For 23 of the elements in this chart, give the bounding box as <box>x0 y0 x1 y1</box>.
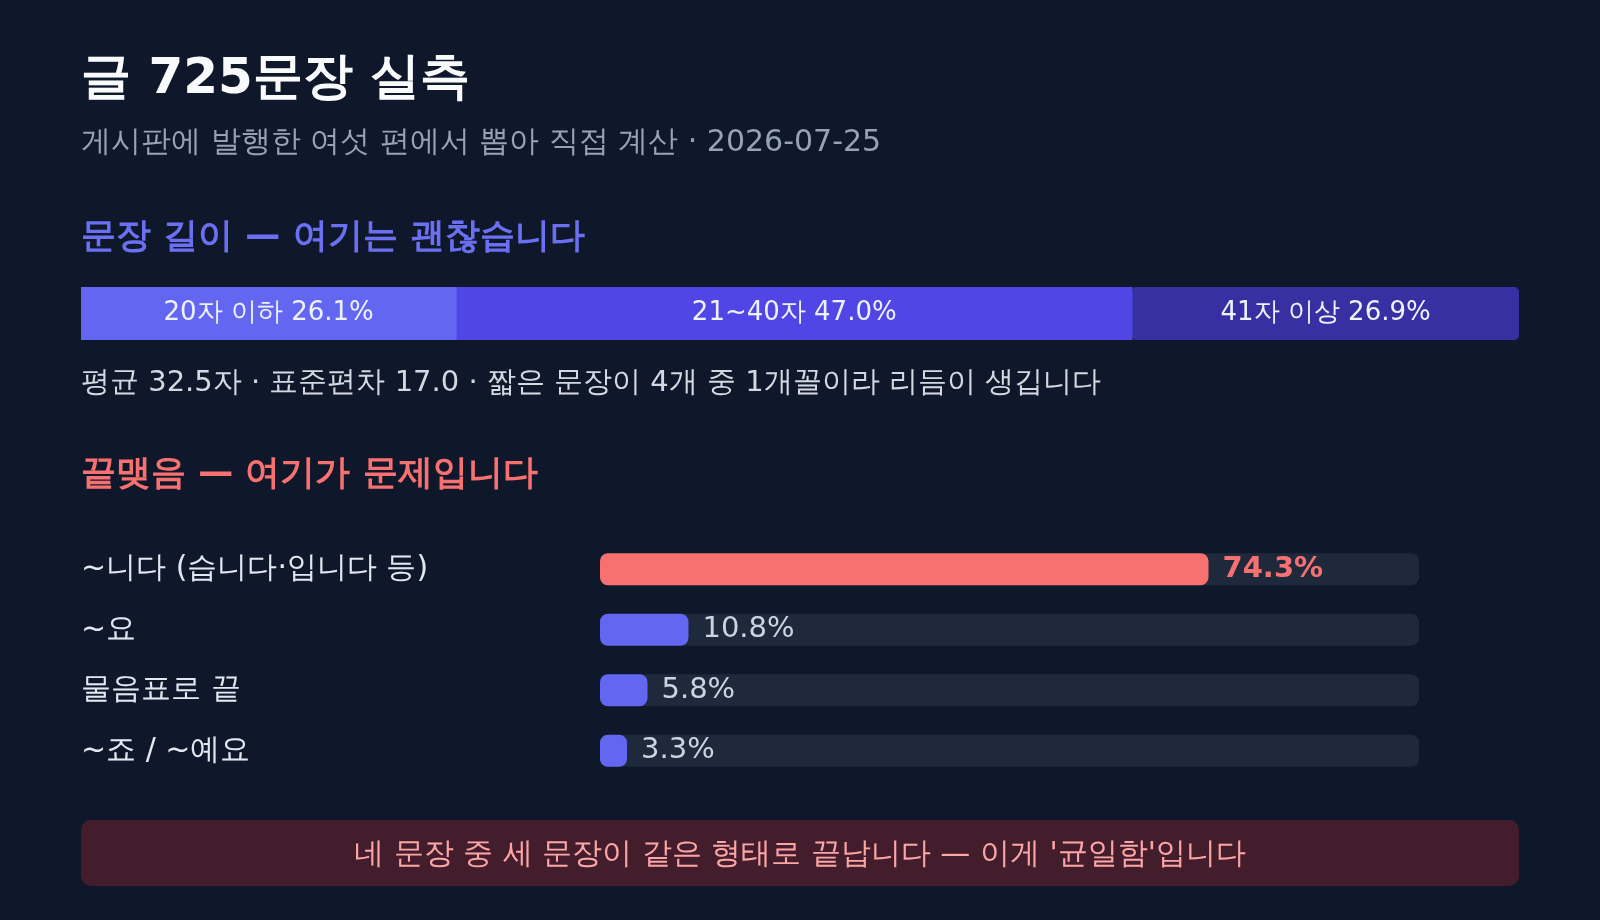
chart-title: 문장 길이 — 여기는 괜찮습니다 <box>81 214 586 257</box>
y-tick-label: ~요 <box>81 609 137 645</box>
data-label: 5.8% <box>661 670 736 705</box>
text: 네 문장 중 세 문장이 같은 형태로 끝납니다 — 이게 '균일함'입니다 <box>81 820 1519 886</box>
bar <box>600 734 628 767</box>
data-label: 10.8% <box>702 610 795 645</box>
series-label: 21~40자 <box>691 296 806 327</box>
data-label: 74.3% <box>1222 549 1324 584</box>
data-label: 3.3% <box>641 731 715 766</box>
y-tick-label: ~죠 / ~예요 <box>81 730 251 766</box>
text: 게시판에 발행한 여섯 편에서 뽑아 직접 계산 · 2026-07-25 <box>81 122 883 160</box>
bar <box>600 674 648 707</box>
bar <box>600 613 689 646</box>
series-label: 20자 이하 <box>163 296 283 327</box>
text: 글 725문장 실측 <box>81 46 471 106</box>
data-label: 47.0% <box>814 296 897 327</box>
data-label: 26.1% <box>291 296 374 327</box>
text: 평균 32.5자 · 표준편차 17.0 · 짧은 문장이 4개 중 1개꼴이라 리듬이 생깁니다 <box>81 363 1103 400</box>
y-tick-label: ~니다 (습니다·입니다 등) <box>81 549 429 585</box>
y-tick-label: 물음표로 끝 <box>81 670 241 706</box>
text: 끝맺음 — 여기가 문제입니다 <box>81 451 539 494</box>
series-label: 41자 이상 <box>1220 296 1340 327</box>
data-label: 26.9% <box>1348 296 1431 327</box>
